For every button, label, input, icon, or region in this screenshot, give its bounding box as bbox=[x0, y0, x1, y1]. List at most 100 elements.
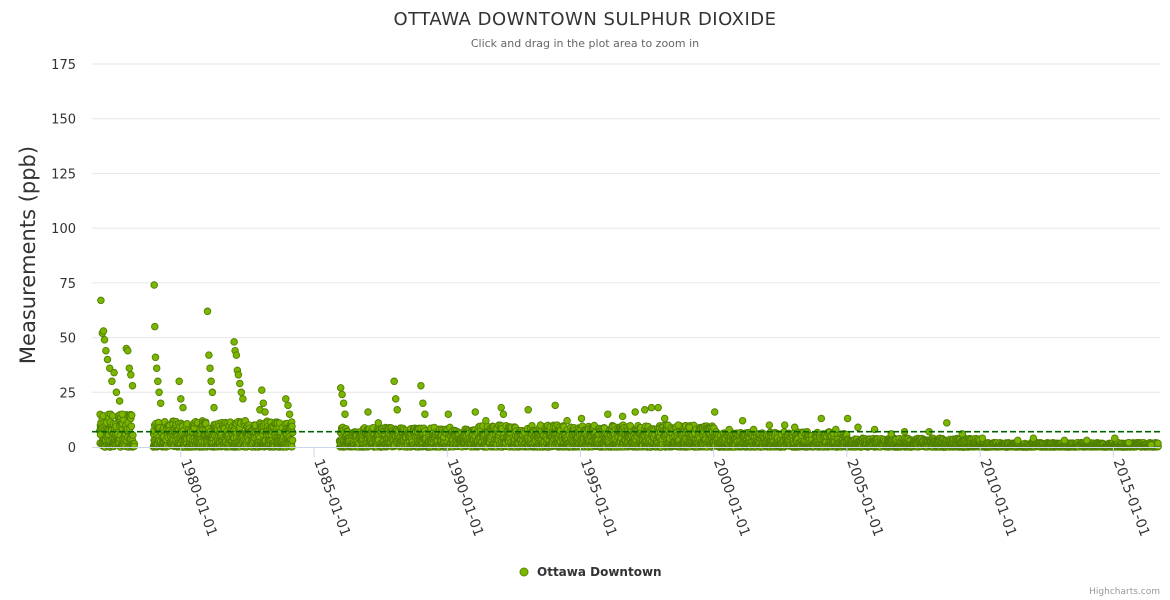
data-point-peak[interactable] bbox=[1083, 436, 1091, 445]
data-point-peak[interactable] bbox=[151, 322, 159, 331]
data-point-peak[interactable] bbox=[239, 395, 247, 403]
data-point-peak[interactable] bbox=[563, 416, 571, 425]
data-point-peak[interactable] bbox=[156, 399, 165, 407]
credits-link[interactable]: Highcharts.com bbox=[1089, 587, 1160, 597]
data-point-peak[interactable] bbox=[125, 364, 134, 372]
data-point-peak[interactable] bbox=[618, 412, 627, 421]
data-point-peak[interactable] bbox=[393, 406, 401, 414]
data-point-peak[interactable] bbox=[738, 416, 747, 425]
data-point-peak[interactable] bbox=[1060, 436, 1069, 445]
data-point-peak[interactable] bbox=[339, 399, 348, 407]
data-point-peak[interactable] bbox=[536, 421, 545, 429]
data-point-peak[interactable] bbox=[208, 388, 217, 397]
data-point-peak[interactable] bbox=[524, 406, 532, 414]
plot-area[interactable] bbox=[96, 281, 1162, 451]
data-point-peak[interactable] bbox=[128, 381, 137, 390]
data-point[interactable] bbox=[130, 442, 138, 451]
data-point-peak[interactable] bbox=[444, 410, 453, 418]
data-point[interactable] bbox=[127, 422, 136, 430]
data-point-peak[interactable] bbox=[631, 408, 639, 416]
data-point[interactable] bbox=[288, 428, 297, 437]
data-point-peak[interactable] bbox=[110, 368, 118, 377]
data-point-peak[interactable] bbox=[364, 408, 372, 416]
data-point-peak[interactable] bbox=[232, 351, 241, 359]
data-point-peak[interactable] bbox=[155, 388, 163, 397]
data-point-peak[interactable] bbox=[765, 421, 774, 429]
data-point-peak[interactable] bbox=[499, 410, 508, 418]
data-point-peak[interactable] bbox=[179, 403, 187, 412]
data-point-peak[interactable] bbox=[103, 355, 112, 364]
data-point-peak[interactable] bbox=[236, 379, 244, 388]
data-point-peak[interactable] bbox=[390, 377, 398, 386]
data-point-peak[interactable] bbox=[482, 416, 490, 425]
data-point-peak[interactable] bbox=[843, 414, 852, 423]
data-point-peak[interactable] bbox=[234, 371, 243, 379]
data-point-peak[interactable] bbox=[124, 346, 132, 355]
data-point-peak[interactable] bbox=[943, 419, 951, 427]
data-point-peak[interactable] bbox=[210, 403, 218, 412]
data-point-peak[interactable] bbox=[100, 336, 109, 344]
data-point-peak[interactable] bbox=[102, 346, 110, 355]
data-point-peak[interactable] bbox=[647, 403, 656, 412]
data-point-peak[interactable] bbox=[115, 397, 124, 405]
data-point-peak[interactable] bbox=[285, 410, 294, 418]
data-point-peak[interactable] bbox=[206, 364, 214, 372]
data-point-peak[interactable] bbox=[258, 386, 266, 394]
data-point[interactable] bbox=[129, 431, 137, 439]
data-point-peak[interactable] bbox=[674, 421, 682, 429]
data-point-peak[interactable] bbox=[641, 406, 649, 414]
data-point[interactable] bbox=[288, 436, 297, 444]
data-point[interactable] bbox=[288, 422, 296, 431]
data-point-peak[interactable] bbox=[118, 410, 126, 418]
data-point-peak[interactable] bbox=[112, 388, 121, 397]
data-point-peak[interactable] bbox=[391, 395, 400, 403]
data-point-peak[interactable] bbox=[660, 414, 669, 423]
data-point-peak[interactable] bbox=[685, 423, 694, 432]
data-point-peak[interactable] bbox=[97, 296, 105, 305]
data-point-peak[interactable] bbox=[282, 395, 290, 403]
data-point-peak[interactable] bbox=[1111, 434, 1119, 442]
legend-item-ottawa-downtown[interactable]: Ottawa Downtown bbox=[537, 565, 662, 579]
data-point-peak[interactable] bbox=[99, 327, 108, 335]
data-point-peak[interactable] bbox=[338, 390, 346, 399]
data-point-peak[interactable] bbox=[230, 338, 238, 346]
data-point-peak[interactable] bbox=[374, 419, 383, 427]
legend[interactable]: Ottawa Downtown bbox=[519, 565, 662, 579]
data-point-peak[interactable] bbox=[127, 371, 135, 379]
data-point-peak[interactable] bbox=[205, 351, 213, 359]
data-point[interactable] bbox=[1154, 439, 1162, 448]
data-point-peak[interactable] bbox=[150, 281, 158, 289]
data-point-peak[interactable] bbox=[551, 401, 559, 410]
data-point-peak[interactable] bbox=[854, 423, 862, 432]
data-point-peak[interactable] bbox=[577, 414, 586, 423]
data-point-peak[interactable] bbox=[978, 434, 987, 442]
data-point-peak[interactable] bbox=[259, 399, 268, 407]
data-point-peak[interactable] bbox=[207, 377, 215, 386]
data-point-peak[interactable] bbox=[1014, 436, 1022, 445]
data-point-peak[interactable] bbox=[817, 414, 826, 423]
data-point-peak[interactable] bbox=[177, 395, 185, 403]
data-point-peak[interactable] bbox=[604, 410, 612, 418]
legend-marker-icon[interactable] bbox=[519, 567, 529, 577]
data-point-peak[interactable] bbox=[471, 408, 480, 416]
data-point-peak[interactable] bbox=[1029, 434, 1038, 442]
data-point[interactable] bbox=[127, 411, 136, 420]
data-point-peak[interactable] bbox=[497, 403, 505, 412]
data-point-peak[interactable] bbox=[341, 410, 349, 418]
data-point-peak[interactable] bbox=[152, 364, 161, 372]
data-point-peak[interactable] bbox=[710, 408, 719, 416]
data-point-peak[interactable] bbox=[237, 388, 246, 397]
data-point-peak[interactable] bbox=[284, 401, 292, 410]
data-point-peak[interactable] bbox=[175, 377, 183, 386]
data-point-peak[interactable] bbox=[417, 381, 425, 390]
data-point-peak[interactable] bbox=[780, 421, 789, 429]
data-point-peak[interactable] bbox=[261, 408, 269, 416]
data-point-peak[interactable] bbox=[1125, 438, 1133, 447]
data-point-peak[interactable] bbox=[108, 377, 116, 386]
data-point-peak[interactable] bbox=[421, 410, 429, 418]
data-point-peak[interactable] bbox=[654, 403, 662, 412]
data-point[interactable] bbox=[288, 443, 296, 451]
data-point-peak[interactable] bbox=[154, 377, 162, 386]
